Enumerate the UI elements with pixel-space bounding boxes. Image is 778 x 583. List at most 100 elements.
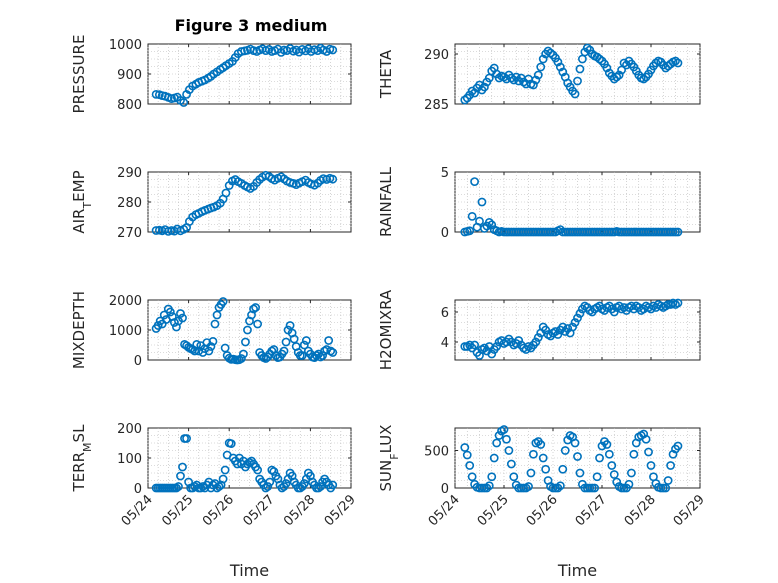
- y-tick-label: 1000: [109, 38, 142, 53]
- data-point: [312, 351, 321, 360]
- data-point: [558, 464, 568, 474]
- y-tick-label: 2000: [109, 294, 142, 309]
- data-point: [299, 479, 309, 488]
- data-point: [182, 434, 191, 443]
- y-tick-label: 290: [424, 48, 449, 63]
- data-point: [470, 177, 479, 186]
- data-point: [269, 467, 279, 476]
- x-tick-label: 05/28: [622, 492, 659, 529]
- data-point: [568, 322, 577, 332]
- data-point: [646, 461, 656, 470]
- data-point: [249, 304, 258, 314]
- data-point: [492, 438, 502, 448]
- data-point: [595, 54, 604, 64]
- data-point: [243, 325, 252, 335]
- data-point: [563, 324, 573, 333]
- y-axis-label: AIRTEMP: [70, 170, 94, 233]
- data-point: [253, 319, 263, 329]
- y-tick-label: 6: [441, 306, 449, 321]
- data-point: [602, 440, 612, 449]
- figure-title: Figure 3 medium: [175, 16, 328, 35]
- data-point: [204, 346, 214, 356]
- data-point: [666, 461, 675, 470]
- data-point: [245, 458, 254, 467]
- data-point: [279, 346, 289, 356]
- data-point: [470, 340, 479, 350]
- data-point: [536, 62, 546, 72]
- data-point: [573, 313, 582, 323]
- data-point: [236, 354, 246, 363]
- x-axis-label: Time: [229, 561, 269, 580]
- data-point: [590, 483, 600, 493]
- data-point: [575, 309, 585, 318]
- y-tick-label: 200: [117, 422, 142, 437]
- data-point: [506, 73, 516, 83]
- data-point: [460, 95, 470, 105]
- data-point: [524, 482, 533, 491]
- data-point: [614, 70, 624, 80]
- subplot-pressure: 800 900 1000 PRESSURE: [70, 35, 352, 113]
- data-point: [487, 472, 497, 482]
- y-axis-label: H2OMIXRA: [377, 289, 395, 370]
- data-point: [316, 352, 325, 362]
- subplot-terr_msl: 0 100 200 05/24 05/25 05/26 05/27 05/28 05/29 TER…: [70, 422, 359, 580]
- data-point: [198, 482, 208, 491]
- data-point: [218, 297, 228, 306]
- subplot-mixdepth: 0 1000 2000 MIXDEPTH: [70, 291, 352, 369]
- data-point: [484, 217, 494, 227]
- data-point: [673, 298, 683, 308]
- x-tick-label: 05/27: [573, 492, 610, 529]
- y-tick-label: 1000: [109, 324, 142, 339]
- data-point: [239, 349, 248, 359]
- data-point: [487, 349, 497, 359]
- data-point: [467, 211, 477, 221]
- x-tick-label: 05/29: [322, 492, 359, 529]
- data-point: [151, 226, 161, 235]
- data-point: [531, 337, 541, 347]
- data-point: [612, 72, 622, 82]
- data-point: [169, 318, 179, 327]
- data-point: [609, 470, 619, 479]
- data-point: [555, 62, 565, 72]
- y-tick-label: 290: [117, 166, 142, 181]
- data-point: [555, 481, 565, 491]
- y-tick-label: 0: [441, 482, 449, 497]
- data-point: [328, 480, 338, 490]
- data-point: [179, 98, 189, 107]
- y-tick-label: 280: [117, 196, 142, 211]
- data-point: [536, 440, 546, 449]
- data-point: [462, 450, 472, 460]
- subplot-air_temp: 270 280 290 AIRTEMP: [70, 166, 352, 241]
- x-tick-label: 05/26: [200, 492, 237, 529]
- data-point: [546, 48, 555, 58]
- data-point: [663, 476, 673, 485]
- x-tick-label: 05/25: [475, 492, 512, 529]
- y-tick-label: 800: [117, 98, 142, 113]
- x-axis-label: Time: [557, 561, 597, 580]
- data-point: [271, 351, 281, 360]
- data-point: [627, 468, 636, 478]
- y-tick-label: 100: [117, 452, 142, 467]
- data-point: [470, 88, 479, 98]
- data-point: [553, 57, 563, 67]
- y-tick-label: 4: [441, 336, 449, 351]
- data-point: [492, 342, 502, 351]
- data-point: [629, 449, 639, 459]
- data-point: [489, 453, 499, 463]
- data-point: [644, 447, 653, 457]
- data-point: [499, 425, 509, 434]
- data-point: [573, 452, 582, 461]
- data-point: [220, 465, 230, 475]
- y-tick-label: 900: [117, 68, 142, 83]
- y-tick-label: 270: [117, 226, 142, 241]
- data-point: [210, 319, 220, 329]
- data-point: [661, 483, 671, 493]
- data-point: [673, 227, 683, 237]
- y-tick-label: 0: [441, 226, 449, 241]
- data-point: [206, 342, 216, 351]
- data-point: [176, 471, 185, 481]
- data-point: [208, 336, 218, 346]
- data-point: [573, 76, 582, 86]
- data-point: [533, 70, 543, 80]
